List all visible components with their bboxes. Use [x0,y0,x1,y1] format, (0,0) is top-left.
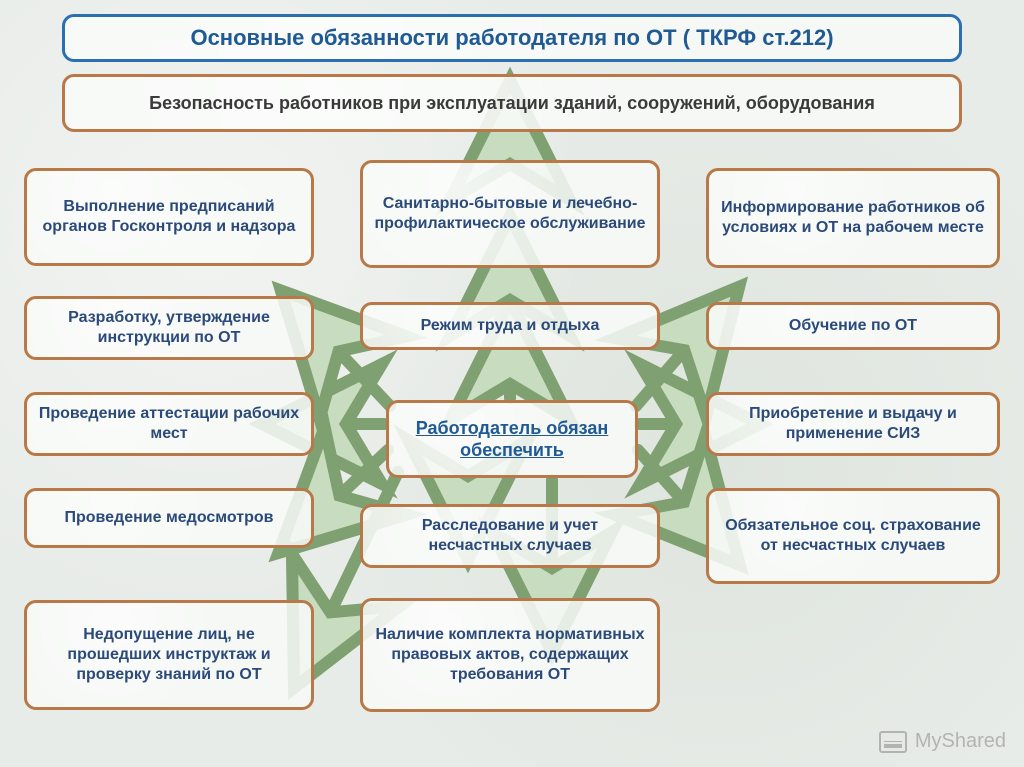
node-instructions: Разработку, утверждение инструкции по ОТ [24,296,314,360]
node-informing: Информирование работников об условиях и … [706,168,1000,268]
diagram-title: Основные обязанности работодателя по ОТ … [62,14,962,62]
center-node: Работодатель обязан обеспечить [386,400,638,478]
node-no-admission: Недопущение лиц, не прошедших инструктаж… [24,600,314,710]
chart-icon [879,731,907,753]
watermark: MyShared [879,730,1006,753]
node-insurance: Обязательное соц. страхование от несчаст… [706,488,1000,584]
node-sanitary: Санитарно-бытовые и лечебно-профилактиче… [360,160,660,268]
node-training: Обучение по ОТ [706,302,1000,350]
watermark-text: MyShared [915,730,1006,753]
node-siz: Приобретение и выдачу и применение СИЗ [706,392,1000,456]
node-normative-docs: Наличие комплекта нормативных правовых а… [360,598,660,712]
node-goskontrol: Выполнение предписаний органов Госконтро… [24,168,314,266]
diagram-subtitle-node: Безопасность работников при эксплуатации… [62,74,962,132]
center-node-label: Работодатель обязан обеспечить [399,417,625,462]
node-attestation: Проведение аттестации рабочих мест [24,392,314,456]
node-medexam: Проведение медосмотров [24,488,314,548]
node-investigation: Расследование и учет несчастных случаев [360,504,660,568]
node-work-rest: Режим труда и отдыха [360,302,660,350]
